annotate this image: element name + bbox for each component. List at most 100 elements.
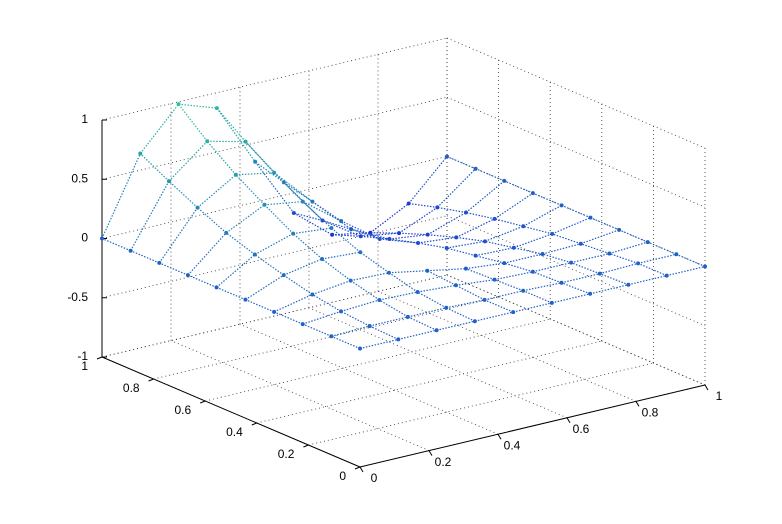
- mesh-line: [101, 153, 141, 239]
- y-tick: [251, 422, 257, 426]
- mesh-line: [436, 168, 477, 208]
- surface-point: [367, 324, 372, 329]
- surface-point: [214, 106, 219, 111]
- mesh-line: [504, 253, 543, 264]
- grid-line: [101, 37, 448, 121]
- surface-point: [358, 234, 363, 239]
- surface-point: [396, 337, 401, 342]
- mesh-line: [407, 307, 447, 318]
- mesh-line: [465, 211, 495, 220]
- surface-point: [435, 205, 440, 210]
- y-tick-label: 0.8: [123, 381, 140, 395]
- surface-point: [482, 239, 487, 244]
- mesh-line: [551, 217, 591, 235]
- grid-line: [308, 307, 568, 419]
- mesh-line: [359, 251, 390, 274]
- mesh-line: [647, 241, 677, 255]
- mesh-line: [456, 218, 495, 238]
- mesh-line: [273, 172, 313, 203]
- z-tick-label: -1: [77, 349, 88, 363]
- surface-point: [405, 314, 410, 319]
- grid-line: [446, 37, 706, 149]
- surface-point: [329, 334, 334, 339]
- mesh-line: [206, 140, 237, 176]
- mesh-line: [504, 180, 534, 194]
- mesh-line: [522, 290, 553, 304]
- surface-point: [416, 240, 421, 245]
- mesh-line: [350, 280, 380, 301]
- mesh-line: [312, 293, 342, 312]
- surface-point: [617, 227, 622, 232]
- mesh-line: [331, 325, 370, 337]
- mesh-line: [532, 271, 562, 284]
- surface-point: [444, 246, 449, 251]
- mesh-line: [187, 274, 217, 288]
- mesh-line: [551, 233, 581, 245]
- surface-point: [310, 199, 315, 204]
- surface-point: [300, 322, 305, 327]
- mesh-line: [599, 273, 629, 286]
- grid-line: [308, 362, 654, 446]
- mesh-line: [437, 206, 467, 214]
- x-tick-label: 0.2: [435, 455, 452, 469]
- mesh-line: [417, 236, 457, 244]
- surface-point: [166, 179, 171, 184]
- surface-point: [425, 232, 430, 237]
- mesh-line: [101, 237, 131, 252]
- mesh-line: [245, 274, 285, 301]
- surface-point: [310, 292, 315, 297]
- surface-point: [425, 268, 430, 273]
- x-tick-label: 0.4: [504, 438, 521, 452]
- mesh-line: [475, 255, 505, 264]
- grid-line: [377, 291, 637, 402]
- surface-point: [588, 291, 593, 296]
- surface-point: [349, 227, 354, 232]
- mesh-line: [475, 247, 514, 257]
- x-tick-label: 0.6: [573, 422, 590, 436]
- mesh-line: [245, 299, 275, 313]
- mesh-line: [513, 247, 543, 255]
- mesh-line: [427, 234, 457, 239]
- grid-line: [446, 215, 706, 327]
- grid-line: [101, 215, 448, 299]
- mesh-line: [293, 212, 333, 236]
- grid-line: [101, 96, 448, 180]
- mesh-line: [446, 240, 486, 249]
- mesh-line: [399, 232, 428, 236]
- surface-point: [415, 290, 420, 295]
- mesh-line: [446, 299, 485, 309]
- surface-point: [578, 241, 583, 246]
- surface-point: [386, 270, 391, 275]
- surface-point: [549, 300, 554, 305]
- surface-point: [463, 266, 468, 271]
- mesh-line: [523, 225, 553, 235]
- surface-point: [397, 231, 402, 236]
- mesh-line: [561, 204, 591, 219]
- mesh-line: [283, 274, 313, 295]
- surface-point: [502, 261, 507, 266]
- mesh-line: [379, 291, 418, 301]
- mesh-line: [379, 238, 419, 244]
- surface-point: [492, 216, 497, 221]
- surface-point: [262, 202, 267, 207]
- surface-point: [550, 231, 555, 236]
- surface-point: [339, 309, 344, 314]
- surface-point: [511, 245, 516, 250]
- surface-point: [502, 178, 507, 183]
- mesh-line: [475, 168, 505, 182]
- surface-point: [482, 297, 487, 302]
- mesh-line: [273, 311, 303, 325]
- surface-point: [358, 250, 363, 255]
- mesh-line: [197, 174, 237, 209]
- mesh-line: [484, 240, 514, 249]
- mesh-line: [417, 284, 457, 293]
- mesh-line: [283, 258, 323, 276]
- mesh-line: [322, 219, 361, 237]
- surface-point: [511, 310, 516, 315]
- surface-point: [530, 269, 535, 274]
- grid-line: [256, 340, 602, 424]
- mesh-line: [408, 202, 438, 209]
- mesh-line: [312, 280, 351, 296]
- z-tick-label: -0.5: [67, 290, 88, 304]
- x-tick: [704, 384, 709, 391]
